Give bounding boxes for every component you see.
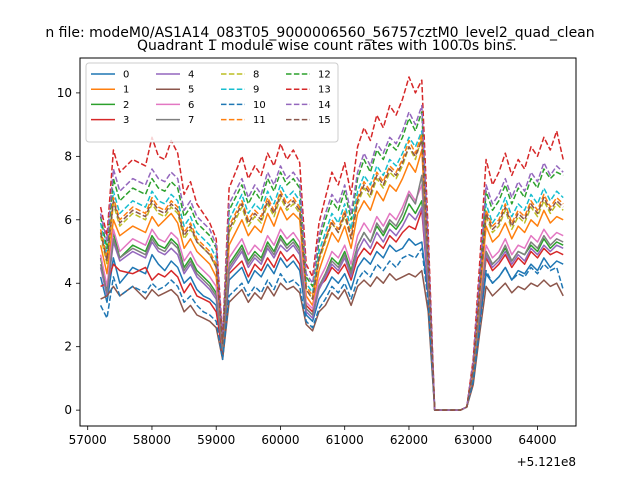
- legend-label-10: 10: [253, 100, 266, 111]
- series-line-12: [99, 111, 564, 411]
- y-axis: 0 2 4 6 8 10: [57, 86, 80, 417]
- series-line-8: [99, 136, 564, 411]
- series-line-1: [99, 149, 564, 411]
- legend-label-11: 11: [253, 115, 266, 126]
- x-tick-label: 57000: [69, 433, 107, 447]
- x-tick-label: 59000: [197, 433, 235, 447]
- legend-label-9: 9: [253, 85, 259, 96]
- legend-label-7: 7: [188, 115, 194, 126]
- legend-label-13: 13: [318, 85, 331, 96]
- series-line-14: [99, 104, 564, 411]
- y-tick-label: 2: [64, 340, 72, 354]
- x-tick-label: 64000: [518, 433, 556, 447]
- legend-label-3: 3: [123, 115, 129, 126]
- legend-box: [85, 62, 339, 143]
- legend-label-14: 14: [318, 100, 331, 111]
- x-axis: 57000 58000 59000 60000 61000 62000 63000 64000: [69, 426, 557, 447]
- y-tick-label: 4: [64, 276, 72, 290]
- x-tick-label: 62000: [390, 433, 428, 447]
- series-line-0: [99, 238, 564, 411]
- y-tick-label: 0: [64, 403, 72, 417]
- x-tick-label: 63000: [454, 433, 492, 447]
- x-tick-label: 58000: [133, 433, 171, 447]
- series-line-15: [99, 139, 564, 411]
- legend-label-12: 12: [318, 70, 331, 81]
- series-line-3: [100, 209, 564, 411]
- series-line-5: [100, 269, 564, 411]
- series-line-11: [99, 133, 564, 411]
- x-tick-label: 60000: [261, 433, 299, 447]
- series-line-13: [99, 76, 564, 411]
- legend-label-6: 6: [188, 100, 194, 111]
- series-line-7: [99, 174, 564, 411]
- series-line-4: [99, 206, 564, 411]
- plot-frame: [79, 57, 577, 427]
- y-tick-label: 8: [64, 149, 72, 163]
- legend-label-4: 4: [188, 70, 194, 81]
- legend-label-15: 15: [318, 115, 331, 126]
- legend-label-1: 1: [123, 85, 129, 96]
- y-tick-label: 10: [57, 86, 72, 100]
- legend-label-2: 2: [123, 100, 129, 111]
- legend-label-8: 8: [253, 70, 259, 81]
- chart-title: Quadrant 1 module wise count rates with …: [137, 38, 517, 54]
- figure-suptitle: n file: modeM0/AS1A14_083T05_9000006560_…: [45, 25, 594, 41]
- x-tick-label: 61000: [326, 433, 364, 447]
- series-line-6: [99, 184, 564, 411]
- series-line-9: [99, 130, 564, 411]
- y-tick-label: 6: [64, 213, 72, 227]
- series-line-10: [99, 247, 564, 411]
- x-offset-text: +5.121e8: [517, 455, 576, 469]
- legend-label-0: 0: [123, 70, 129, 81]
- series-lines: [99, 76, 564, 411]
- legend-label-5: 5: [188, 85, 194, 96]
